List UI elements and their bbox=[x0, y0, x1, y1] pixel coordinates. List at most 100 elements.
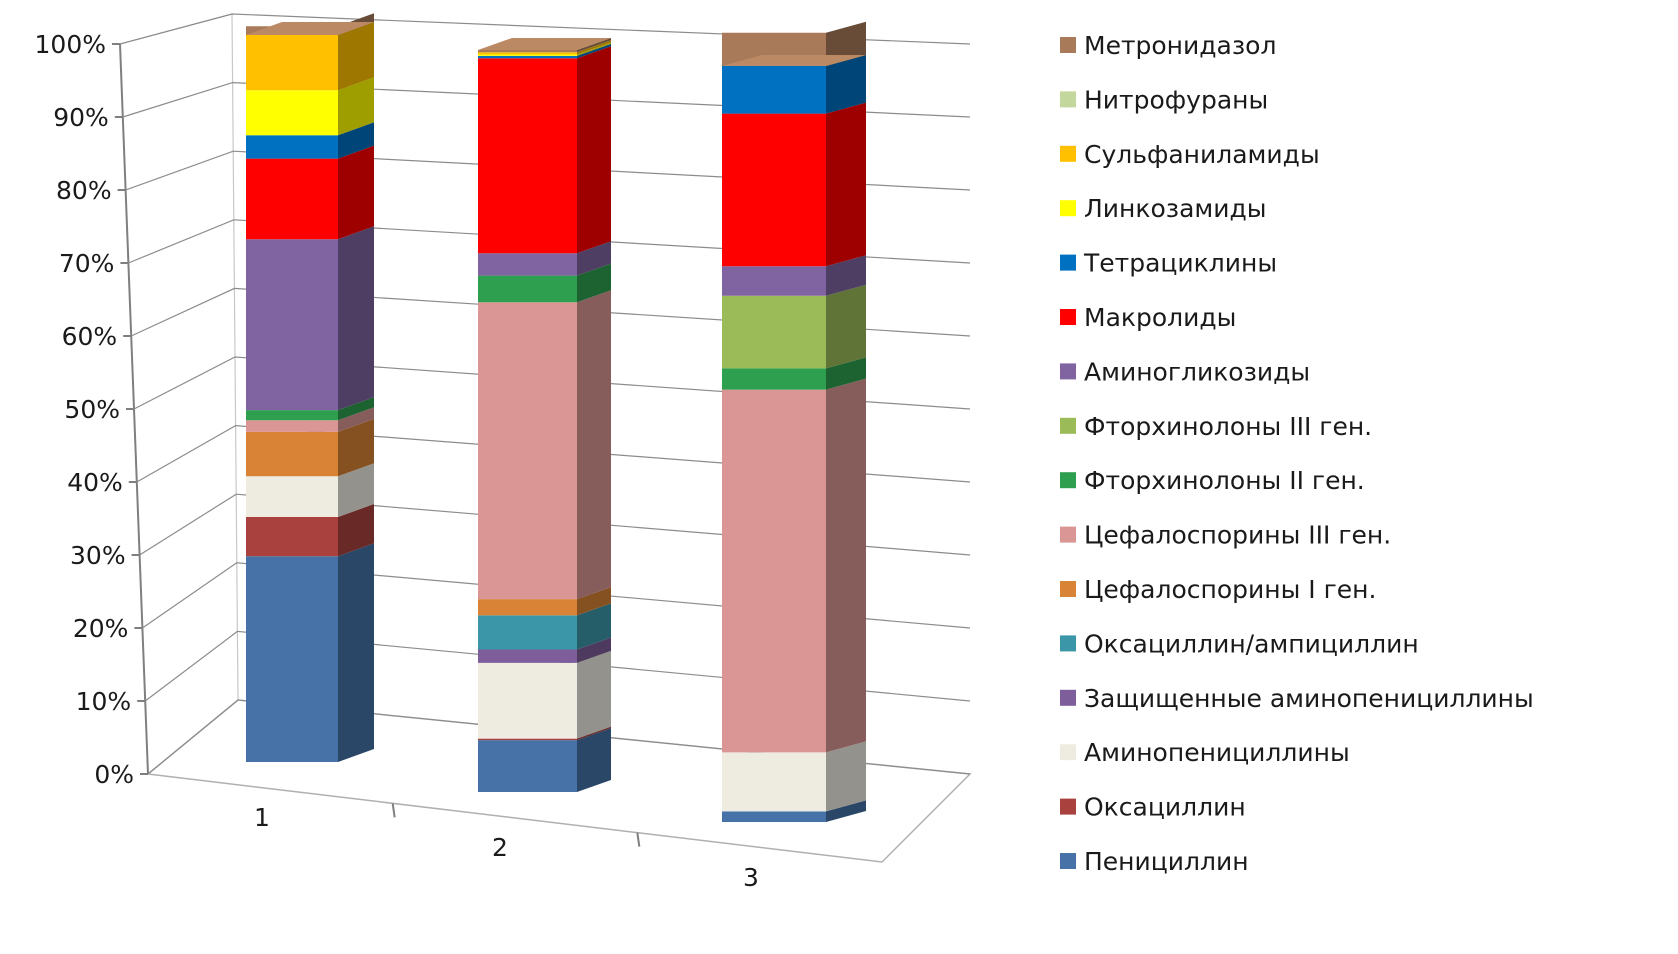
bar-segment-front bbox=[478, 599, 577, 616]
bar-segment-front bbox=[722, 266, 826, 296]
bar-segment bbox=[246, 77, 374, 136]
y-tick-label: 70% bbox=[59, 249, 115, 278]
legend-label: Цефалоспорины III ген. bbox=[1084, 521, 1391, 550]
legend-item: Линкозамиды bbox=[1060, 194, 1267, 223]
x-tick-mark bbox=[391, 803, 396, 818]
legend-swatch bbox=[1060, 853, 1076, 869]
bar-segment bbox=[478, 46, 611, 254]
bars bbox=[246, 13, 866, 822]
legend-label: Нитрофураны bbox=[1084, 85, 1268, 114]
legend-swatch bbox=[1060, 635, 1076, 652]
x-tick-mark bbox=[636, 832, 641, 847]
bar-stack-3 bbox=[722, 21, 866, 822]
bar-segment-front bbox=[246, 556, 338, 762]
legend-item: Нитрофураны bbox=[1060, 85, 1268, 114]
bar-segment-front bbox=[722, 66, 826, 114]
bar-segment bbox=[246, 463, 374, 517]
bar-segment-front bbox=[246, 239, 338, 411]
bar-segment bbox=[722, 800, 866, 822]
bar-segment bbox=[246, 22, 374, 91]
legend-swatch bbox=[1060, 526, 1076, 543]
y-tick-label: 30% bbox=[70, 541, 126, 570]
bar-segment-side bbox=[826, 741, 866, 812]
legend-swatch bbox=[1060, 744, 1076, 761]
bar-segment-side bbox=[338, 397, 374, 421]
legend-label: Тетрациклины bbox=[1083, 249, 1277, 278]
y-tick-label: 0% bbox=[94, 760, 134, 789]
bar-segment-side bbox=[577, 43, 611, 59]
legend-item: Фторхинолоны III ген. bbox=[1060, 412, 1372, 441]
bar-segment-front bbox=[478, 615, 577, 650]
bar-segment-front bbox=[478, 253, 577, 276]
bar-segment-side bbox=[338, 145, 374, 240]
bar-segment bbox=[478, 728, 611, 792]
bar-segment-side bbox=[577, 726, 611, 741]
bar-segment bbox=[246, 145, 374, 240]
legend-swatch bbox=[1060, 145, 1076, 162]
bar-top-face bbox=[246, 22, 374, 35]
bar-segment bbox=[722, 378, 866, 753]
legend-item: Аминогликозиды bbox=[1060, 357, 1310, 386]
bar-segment bbox=[478, 42, 611, 56]
bar-segment-front bbox=[478, 50, 577, 53]
x-axis-categories: 1 2 3 bbox=[254, 803, 759, 892]
y-axis-ticks: 0% 10% 20% 30% 40% 50% 60% 70% 80% 90% 100% bbox=[35, 30, 641, 847]
y-tick-label: 20% bbox=[73, 614, 129, 643]
bar-segment-front bbox=[478, 649, 577, 663]
legend-label: Фторхинолоны II ген. bbox=[1084, 466, 1365, 495]
legend-label: Линкозамиды bbox=[1084, 194, 1267, 223]
bar-segment-front bbox=[246, 135, 338, 159]
legend-swatch bbox=[1060, 309, 1076, 325]
bar-segment-side bbox=[577, 728, 611, 792]
bar-segment bbox=[722, 357, 866, 390]
legend-label: Цефалоспорины I ген. bbox=[1084, 575, 1376, 604]
bar-top-face bbox=[478, 38, 611, 50]
bar-segment bbox=[478, 603, 611, 650]
legend-swatch bbox=[1060, 200, 1076, 217]
bar-segment bbox=[246, 504, 374, 557]
bar-segment bbox=[478, 650, 611, 739]
legend-swatch bbox=[1060, 581, 1076, 597]
legend-label: Пенициллин bbox=[1084, 847, 1249, 876]
bar-segment bbox=[722, 255, 866, 296]
bar-segment bbox=[246, 397, 374, 421]
bar-segment-front bbox=[722, 752, 826, 812]
bar-segment bbox=[722, 741, 866, 812]
legend-swatch bbox=[1060, 254, 1076, 271]
bar-segment-front bbox=[478, 54, 577, 56]
bar-segment-side bbox=[577, 637, 611, 663]
bar-segment-side bbox=[338, 418, 374, 477]
legend-swatch bbox=[1060, 689, 1076, 706]
x-category-label: 3 bbox=[743, 863, 759, 892]
bar-segment bbox=[246, 407, 374, 432]
bar-segment-side bbox=[577, 650, 611, 739]
legend-item: Оксациллин bbox=[1060, 793, 1246, 822]
legend-label: Оксациллин/ампициллин bbox=[1084, 629, 1419, 658]
legend-swatch bbox=[1060, 472, 1076, 489]
bar-segment-side bbox=[338, 22, 374, 91]
bar-segment-front bbox=[478, 738, 577, 741]
legend-label: Сульфаниламиды bbox=[1084, 140, 1320, 169]
legend-item: Цефалоспорины III ген. bbox=[1060, 521, 1391, 550]
bar-segment-side bbox=[826, 357, 866, 390]
legend-item: Защищенные аминопенициллины bbox=[1060, 684, 1534, 713]
legend-label: Аминогликозиды bbox=[1084, 357, 1310, 386]
bar-segment-front bbox=[478, 52, 577, 55]
bar-segment-side bbox=[577, 38, 611, 53]
bar-segment-side bbox=[577, 40, 611, 55]
legend-swatch bbox=[1060, 798, 1076, 815]
y-tick-label: 80% bbox=[56, 176, 112, 205]
bar-segment bbox=[478, 241, 611, 276]
bar-segment bbox=[478, 726, 611, 741]
bar-segment-front bbox=[246, 431, 338, 477]
bar-segment-side bbox=[338, 407, 374, 432]
legend-label: Метронидазол bbox=[1084, 31, 1276, 60]
legend-label: Макролиды bbox=[1084, 303, 1236, 332]
bar-segment bbox=[246, 418, 374, 477]
legend-label: Фторхинолоны III ген. bbox=[1084, 412, 1372, 441]
bar-segment bbox=[722, 102, 866, 267]
bar-segment-front bbox=[246, 517, 338, 557]
bar-segment-side bbox=[826, 21, 866, 66]
